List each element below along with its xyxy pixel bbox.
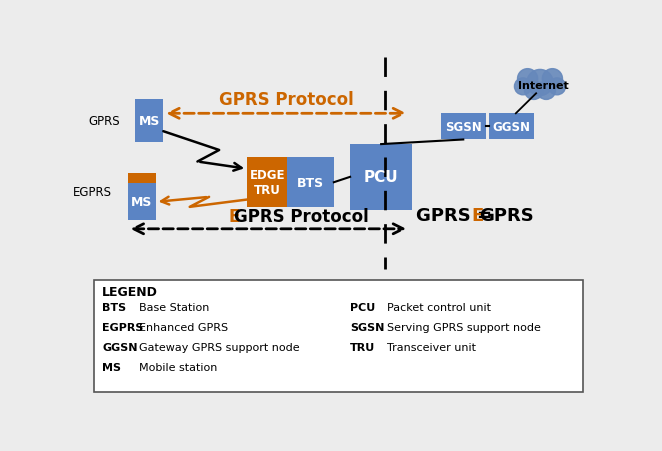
Text: MS: MS bbox=[131, 196, 152, 209]
Text: Gateway GPRS support node: Gateway GPRS support node bbox=[139, 342, 300, 352]
Text: GPRS: GPRS bbox=[479, 207, 534, 225]
Text: Transceiver unit: Transceiver unit bbox=[387, 342, 477, 352]
Text: GPRS Protocol: GPRS Protocol bbox=[219, 91, 354, 109]
Circle shape bbox=[537, 82, 555, 100]
Text: LEGEND: LEGEND bbox=[102, 285, 158, 298]
Circle shape bbox=[527, 70, 553, 97]
Bar bbox=[287, 158, 334, 208]
Text: Mobile station: Mobile station bbox=[139, 362, 218, 372]
Text: BTS: BTS bbox=[297, 176, 324, 189]
Text: TRU: TRU bbox=[350, 342, 375, 352]
Bar bbox=[128, 184, 156, 221]
Text: Packet control unit: Packet control unit bbox=[387, 302, 491, 312]
Bar bbox=[247, 158, 287, 208]
Bar bbox=[128, 173, 156, 184]
Text: MS: MS bbox=[102, 362, 121, 372]
Text: E: E bbox=[228, 208, 240, 226]
Text: PCU: PCU bbox=[364, 170, 399, 185]
Bar bbox=[136, 100, 164, 143]
Text: E: E bbox=[472, 207, 484, 225]
Bar bbox=[441, 114, 486, 140]
Text: BTS: BTS bbox=[102, 302, 126, 312]
Bar bbox=[83, 54, 596, 276]
Text: Base Station: Base Station bbox=[139, 302, 210, 312]
Text: TRU: TRU bbox=[254, 184, 281, 197]
Text: GPRS Protocol: GPRS Protocol bbox=[234, 208, 369, 226]
Text: Internet: Internet bbox=[518, 81, 569, 91]
Bar bbox=[489, 114, 534, 140]
Text: PCU: PCU bbox=[350, 302, 375, 312]
Circle shape bbox=[518, 69, 538, 89]
Text: GGSN: GGSN bbox=[493, 120, 530, 133]
Text: SGSN: SGSN bbox=[350, 322, 385, 332]
Text: SGSN: SGSN bbox=[445, 120, 482, 133]
Text: GPRS =: GPRS = bbox=[416, 207, 498, 225]
Text: Serving GPRS support node: Serving GPRS support node bbox=[387, 322, 542, 332]
Text: MS: MS bbox=[139, 115, 160, 128]
Circle shape bbox=[524, 82, 543, 100]
Text: Enhanced GPRS: Enhanced GPRS bbox=[139, 322, 228, 332]
Text: EGPRS: EGPRS bbox=[73, 185, 112, 198]
Text: EDGE: EDGE bbox=[250, 169, 285, 182]
Circle shape bbox=[542, 69, 563, 89]
Text: GPRS: GPRS bbox=[88, 115, 120, 128]
Text: EGPRS: EGPRS bbox=[102, 322, 144, 332]
Bar bbox=[95, 281, 583, 392]
Bar bbox=[350, 145, 412, 210]
Text: GGSN: GGSN bbox=[102, 342, 138, 352]
Circle shape bbox=[514, 79, 532, 96]
Circle shape bbox=[549, 79, 565, 96]
